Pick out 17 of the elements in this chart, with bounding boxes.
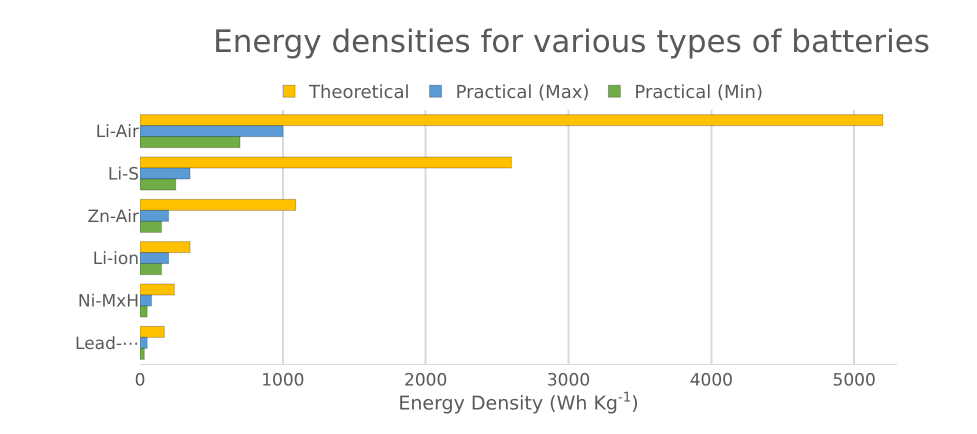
x-tick-label: 3000 [546,370,590,390]
legend-label: Practical (Min) [634,82,763,104]
x-tick-label: 5000 [832,370,876,390]
chart-title: Energy densities for various types of batteries [213,24,930,60]
legend-label: Theoretical [308,82,410,104]
y-tick-label: Li-ion [92,249,139,270]
y-tick-label: Lead-⋯ [75,334,139,354]
y-tick-label: Ni-MxH [78,291,139,312]
y-tick-label: Li-S [108,164,139,184]
x-tick-label: 4000 [690,370,733,390]
x-axis-title: Energy Density (Wh Kg$^{-1}$) [398,390,639,414]
legend-label: Practical (Max) [456,82,590,104]
x-tick-label: 2000 [404,370,448,390]
x-tick-label: 0 [134,370,146,390]
y-tick-label: Li-Air [96,122,140,142]
x-tick-label: 1000 [261,370,304,390]
y-tick-label: Zn-Air [87,206,139,227]
